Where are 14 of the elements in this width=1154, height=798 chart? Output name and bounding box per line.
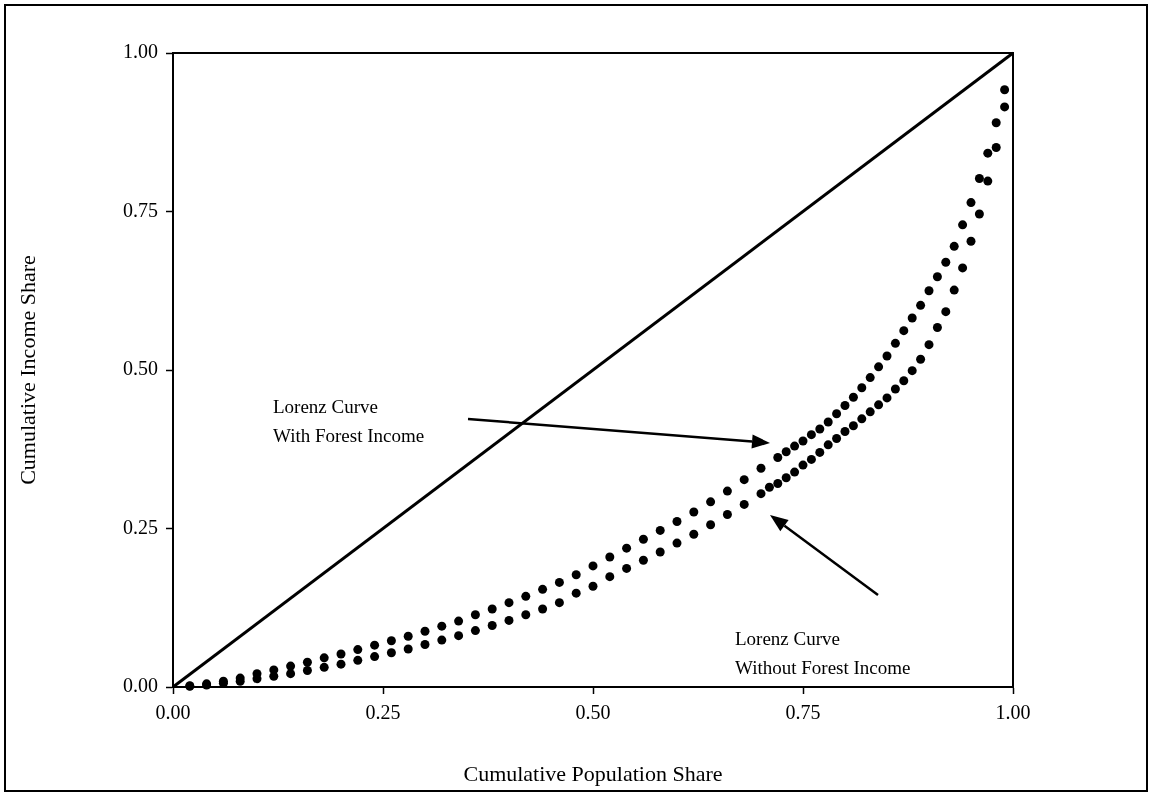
x-tick-label: 0.50 bbox=[575, 701, 611, 724]
y-tick-label: 0.50 bbox=[123, 357, 158, 380]
annotation: Lorenz Curve With Forest Income bbox=[273, 395, 425, 446]
x-tick-label: 0.75 bbox=[785, 701, 821, 724]
y-tick-label: 0.75 bbox=[123, 198, 158, 221]
y-tick-label: 0.00 bbox=[123, 674, 158, 697]
x-tick-label: 1.00 bbox=[995, 701, 1031, 724]
x-tick-label: 0.25 bbox=[365, 701, 401, 724]
annotation: Lorenz Curve Without Forest Income bbox=[735, 627, 911, 678]
x-tick-label: 0.00 bbox=[155, 701, 191, 724]
y-tick-label: 0.25 bbox=[123, 515, 158, 538]
y-tick-label: 1.00 bbox=[123, 40, 158, 63]
x-axis-title: Cumulative Population Share bbox=[463, 760, 723, 786]
y-axis-title: Cumulative Income Share bbox=[14, 255, 40, 485]
